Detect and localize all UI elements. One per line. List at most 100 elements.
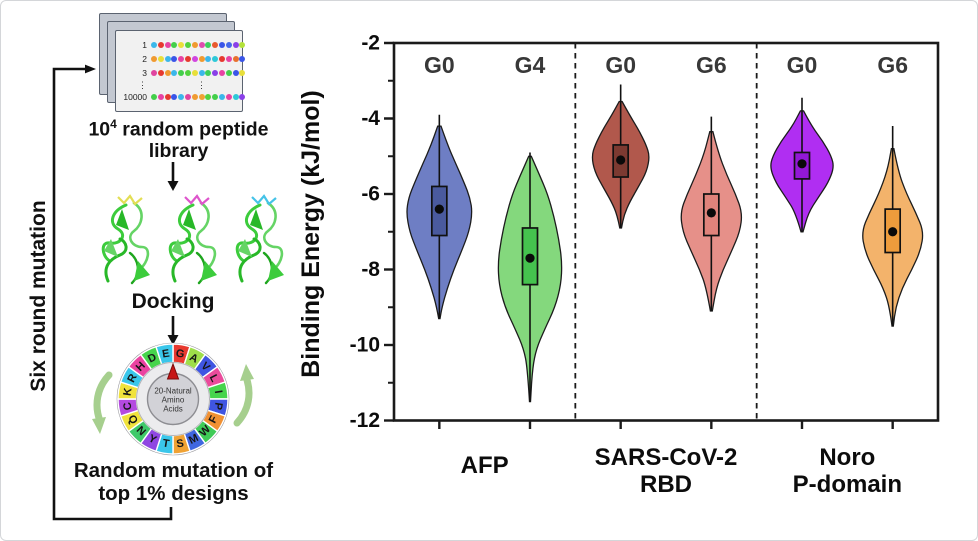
generation-label: G6: [696, 52, 727, 78]
peptide-dot: [218, 94, 225, 100]
violin-sars-cov-2-rbd-g6: G6: [680, 52, 743, 312]
peptide-dot: [157, 56, 164, 62]
peptide-dot: [232, 42, 239, 48]
y-tick-label: -6: [361, 183, 380, 206]
violin-afp-g4: G4: [497, 52, 563, 403]
caption-base: 10: [88, 118, 111, 141]
violin-sars-cov-2-rbd-g0: G0: [591, 52, 650, 229]
peptide-dot: [232, 56, 239, 62]
peptide-dot: [232, 94, 239, 100]
down-arrow-icon: [167, 316, 179, 345]
wheel-pointer-icon: [166, 362, 180, 380]
docked-peptide-ligand: [184, 194, 210, 206]
generation-label: G0: [605, 52, 636, 78]
peptide-dot: [225, 70, 232, 76]
docking-label: Docking: [131, 290, 215, 313]
peptide-dot: [171, 94, 178, 100]
peptide-dot: [239, 70, 246, 76]
peptide-dot: [205, 42, 212, 48]
peptide-dot: [232, 70, 239, 76]
docked-peptide-ligand: [117, 194, 143, 206]
x-group-label: AFP: [461, 452, 509, 479]
peptide-dot: [191, 56, 198, 62]
amino-acid-letter: C: [122, 401, 135, 411]
peptide-dot: [164, 70, 171, 76]
peptide-dot: [205, 94, 212, 100]
plot-border: [392, 41, 940, 422]
amino-acid-letter: G: [175, 347, 185, 360]
y-axis-label: Binding Energy (kJ/mol): [297, 90, 325, 378]
mean-dot: [434, 204, 444, 214]
caption-rest: random peptide: [116, 118, 269, 141]
peptide-dot: [198, 56, 205, 62]
generation-label: G4: [515, 52, 546, 78]
docked-peptide-ligand: [251, 194, 277, 206]
violin-noro-p-domain-g0: G0: [770, 52, 834, 233]
peptide-dot: [239, 94, 246, 100]
peptide-dot: [212, 42, 219, 48]
peptide-dot: [151, 56, 157, 62]
peptide-dot-sequence: [151, 70, 246, 76]
library-caption: 104 random peptide library: [56, 118, 301, 162]
peptide-dot: [212, 94, 219, 100]
caption-sup: 4: [110, 117, 117, 131]
peptide-dot: [212, 70, 219, 76]
amino-acid-letter: F: [207, 414, 221, 426]
generation-label: G6: [877, 52, 908, 78]
y-tick-label: -2: [361, 32, 380, 55]
protein-structure: [235, 194, 284, 285]
peptide-dot: [157, 70, 164, 76]
row-index: 3: [142, 68, 147, 78]
rotation-arrow-left-icon: [93, 371, 113, 425]
loop-arrowhead-icon: [85, 64, 96, 74]
peptide-dot: [212, 56, 219, 62]
peptide-dot: [184, 70, 191, 76]
y-tick-label: -4: [361, 107, 380, 130]
wheel-center-text: 20-Natural: [154, 387, 192, 396]
peptide-dot: [191, 94, 198, 100]
peptide-dot: [151, 94, 157, 100]
generation-label: G0: [424, 52, 455, 78]
wheel-center-text: Amino: [162, 396, 185, 405]
peptide-dot: [157, 42, 164, 48]
x-group-label: P-domain: [793, 471, 902, 498]
peptide-dot: [184, 56, 191, 62]
y-tick-label: -10: [350, 334, 380, 357]
library-row: 10000: [116, 90, 246, 104]
amino-acid-letter: S: [176, 437, 185, 450]
row-index: 1: [142, 40, 147, 50]
peptide-dot: [171, 56, 178, 62]
mean-dot: [706, 208, 716, 218]
amino-acid-letter: L: [207, 373, 221, 385]
wheel-center-text: Acids: [163, 405, 183, 414]
peptide-dot-sequence: [151, 56, 246, 62]
peptide-dot: [178, 42, 185, 48]
peptide-dot: [184, 42, 191, 48]
down-arrow-icon: [167, 162, 179, 191]
peptide-dot: [171, 42, 178, 48]
peptide-dot: [198, 94, 205, 100]
peptide-dot: [191, 42, 198, 48]
mutation-caption-line2: top 1% designs: [98, 481, 249, 505]
protein-structure: [168, 194, 217, 285]
x-group-label: RBD: [640, 471, 692, 498]
peptide-dot: [164, 94, 171, 100]
peptide-dot: [151, 70, 157, 76]
peptide-dot-sequence: [151, 94, 246, 100]
mean-dot: [616, 155, 626, 165]
peptide-dot: [218, 42, 225, 48]
peptide-dot: [205, 70, 212, 76]
mutation-caption-line1: Random mutation of: [73, 459, 274, 482]
amino-acid-letter: K: [122, 387, 135, 397]
loop-arrow: [52, 64, 173, 521]
library-row: 2: [116, 52, 246, 66]
peptide-dot: [171, 70, 178, 76]
amino-acid-letter: P: [211, 402, 224, 411]
x-group-label: Noro: [819, 444, 875, 471]
library-row-ellipsis: ⋮ ⋮: [116, 80, 242, 90]
peptide-dot: [198, 70, 205, 76]
protein-docking-illustration: [101, 194, 284, 285]
